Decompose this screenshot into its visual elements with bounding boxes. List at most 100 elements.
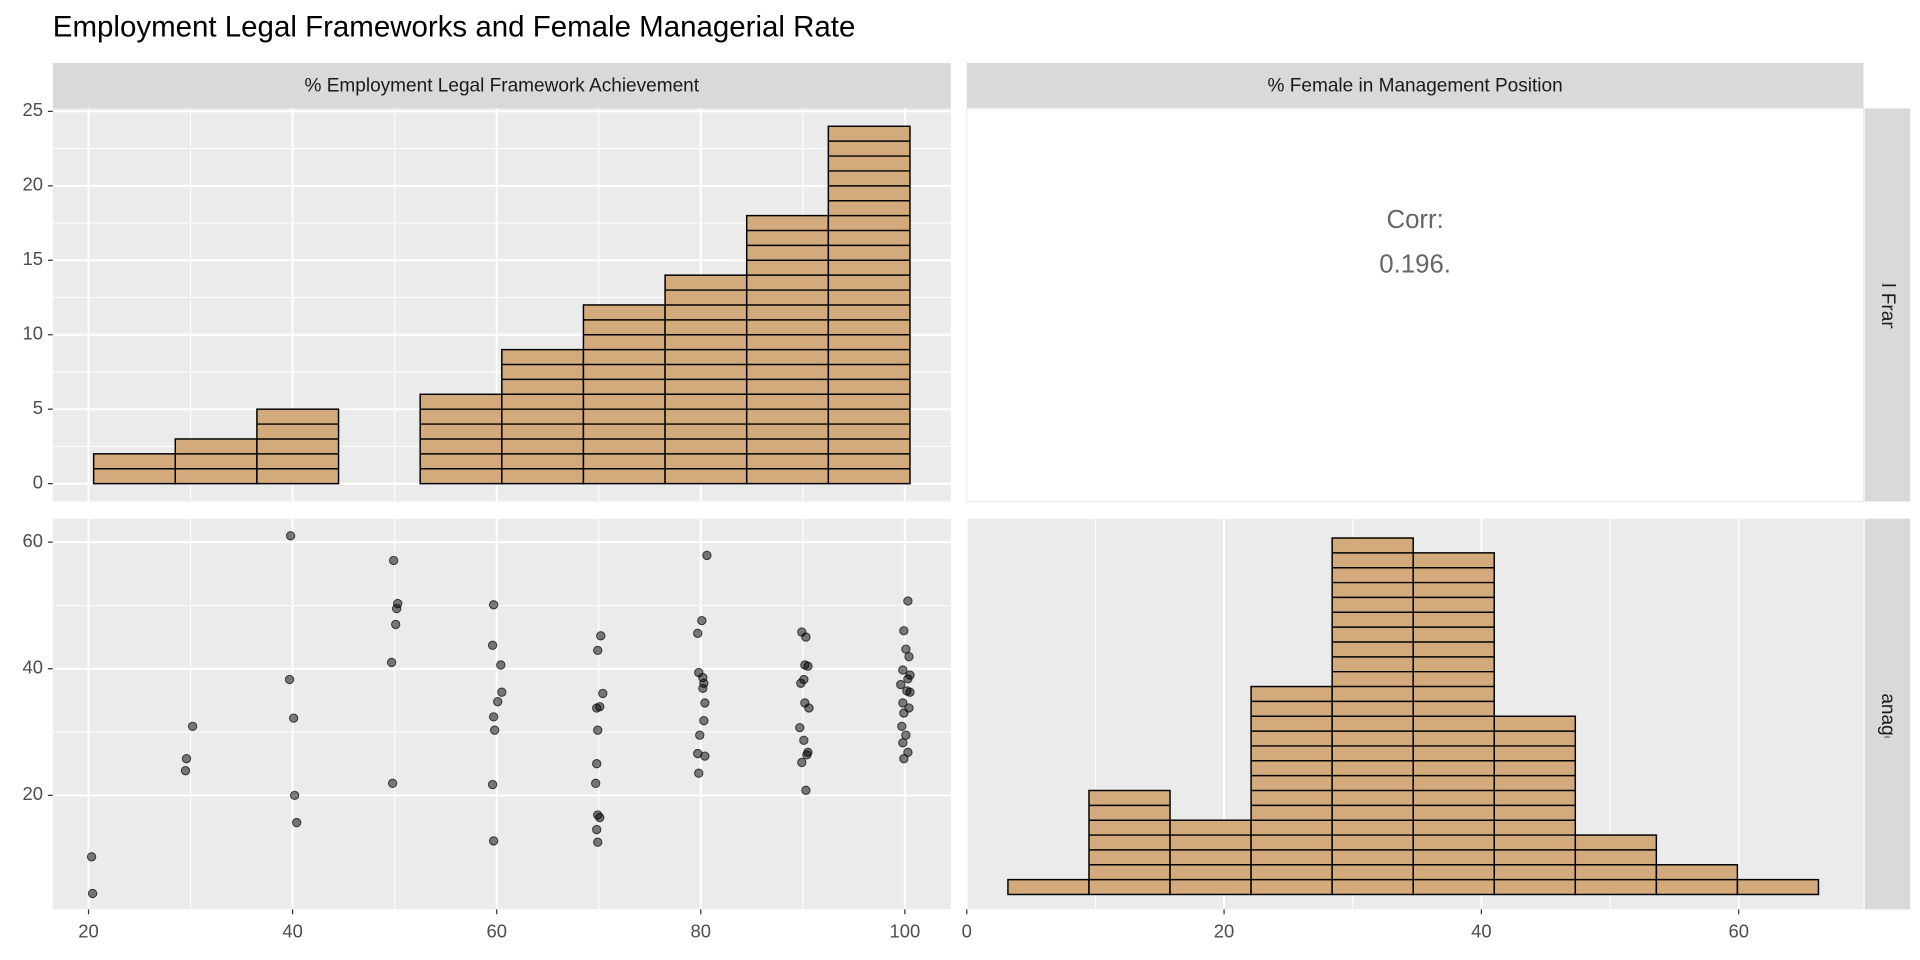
y-tick-label: 0: [33, 471, 43, 492]
point: [698, 683, 708, 694]
point: [497, 687, 507, 697]
point: [905, 687, 915, 697]
row-strip-label: % Female in Management Position: [1877, 566, 1898, 861]
point: [284, 674, 295, 685]
point: [903, 596, 913, 606]
x-tick-label: 40: [282, 921, 302, 942]
point: [598, 688, 608, 699]
point: [493, 696, 503, 707]
point: [797, 757, 807, 768]
point: [596, 631, 606, 641]
point: [804, 703, 814, 713]
histogram-bar: [256, 408, 340, 485]
chart-title: Employment Legal Frameworks and Female M…: [53, 10, 856, 43]
point: [693, 628, 703, 638]
point: [388, 555, 399, 566]
point: [593, 645, 603, 656]
point: [86, 852, 97, 862]
point: [180, 766, 191, 776]
point: [489, 725, 500, 735]
point: [592, 824, 602, 835]
x-tick-label: 20: [1214, 921, 1234, 942]
y-tick-label: 5: [33, 397, 43, 418]
y-tick-label: 20: [23, 174, 43, 195]
point: [488, 836, 499, 846]
y-tick-label: 40: [23, 657, 43, 678]
point: [487, 779, 498, 790]
histogram-bar: [501, 348, 585, 485]
point: [387, 778, 398, 789]
point: [391, 619, 401, 630]
point: [898, 665, 908, 675]
x-tick-label: 60: [1728, 921, 1748, 942]
point: [795, 722, 805, 733]
point: [899, 626, 909, 636]
point: [899, 708, 909, 718]
correlation-text: Corr:: [1386, 206, 1443, 234]
point: [897, 721, 907, 732]
point: [695, 730, 705, 740]
point: [898, 698, 908, 708]
x-tick-label: 20: [78, 921, 98, 942]
point: [593, 725, 603, 735]
row-strip: [1864, 518, 1911, 910]
point: [288, 713, 299, 723]
column-strip: [52, 62, 951, 109]
point: [802, 750, 812, 760]
point: [699, 715, 709, 726]
point: [702, 550, 712, 561]
point: [289, 790, 300, 801]
point: [901, 730, 911, 740]
point: [386, 657, 397, 668]
point: [488, 712, 499, 722]
point: [591, 778, 601, 789]
y-tick-label: 15: [23, 248, 43, 269]
correlation-text: 0.196.: [1379, 250, 1451, 278]
point: [694, 768, 704, 778]
column-strip: [966, 62, 1864, 109]
point: [796, 678, 806, 688]
point: [181, 753, 192, 764]
point: [292, 817, 302, 828]
histogram-bar: [1736, 878, 1820, 896]
row-strip: [1864, 108, 1911, 502]
point: [801, 632, 811, 642]
point: [285, 531, 296, 541]
histogram-bar: [1412, 552, 1495, 896]
point: [592, 703, 602, 713]
point: [803, 661, 813, 671]
point: [697, 615, 707, 626]
point: [899, 753, 909, 764]
point: [392, 603, 402, 614]
histogram-bar: [1007, 878, 1090, 896]
point: [87, 888, 98, 899]
point: [488, 600, 499, 610]
point: [187, 721, 198, 732]
column-strip-label: % Employment Legal Framework Achievement: [305, 75, 700, 96]
point: [904, 652, 914, 662]
y-tick-label: 60: [23, 530, 43, 551]
point: [901, 644, 911, 654]
x-tick-label: 100: [890, 921, 921, 942]
y-tick-label: 10: [23, 323, 43, 344]
point: [801, 785, 811, 795]
x-tick-label: 60: [486, 921, 506, 942]
y-tick-label: 25: [23, 99, 43, 120]
point: [799, 735, 809, 745]
point: [593, 837, 603, 847]
panel-background: [52, 518, 951, 910]
row-strip-label: % Employment Legal Framework Achievement: [1877, 108, 1898, 503]
y-tick-label: 20: [23, 783, 43, 804]
histogram-bar: [1169, 819, 1252, 896]
x-tick-label: 0: [962, 921, 972, 942]
point: [903, 674, 913, 684]
x-tick-label: 80: [691, 921, 711, 942]
point: [700, 698, 710, 708]
panel-background: [966, 107, 1865, 503]
point: [496, 660, 506, 670]
histogram-bar: [174, 438, 258, 485]
point: [700, 751, 710, 761]
point: [898, 738, 908, 748]
histogram-bar: [1088, 789, 1171, 896]
